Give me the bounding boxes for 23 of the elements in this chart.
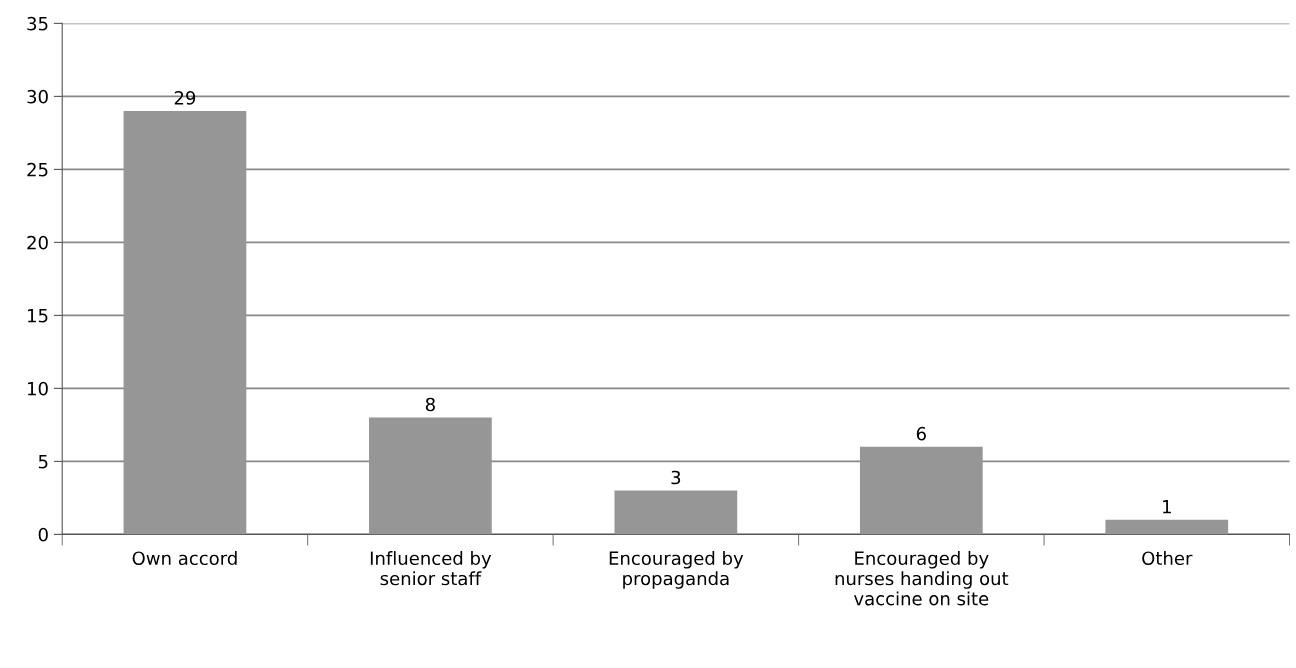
data-label: 6 [916,426,926,441]
y-tick-label: 30 [27,89,48,104]
y-tick-label: 25 [27,162,48,177]
bar [859,446,983,535]
bar [614,490,738,535]
bar [369,417,492,535]
data-label: 29 [174,91,196,105]
bar [123,110,247,535]
x-tick-label: Encouraged by propaganda [609,551,744,589]
y-tick-label: 5 [38,455,48,469]
data-label: 1 [1163,500,1171,514]
bar [1105,519,1229,535]
data-label: 8 [425,397,435,412]
x-tick-label: Other [1142,551,1193,566]
y-tick-label: 35 [27,16,48,31]
data-label: 3 [671,470,681,485]
y-tick-label: 15 [28,309,48,323]
x-tick-label: Own accord [132,551,237,566]
x-tick-label: Influenced by senior staff [370,551,492,586]
y-tick-label: 20 [27,235,48,250]
y-tick-label: 0 [38,527,48,542]
y-tick-label: 10 [28,381,48,396]
x-tick-label: Encouraged by nurses handing out vaccine on site [835,551,1009,606]
